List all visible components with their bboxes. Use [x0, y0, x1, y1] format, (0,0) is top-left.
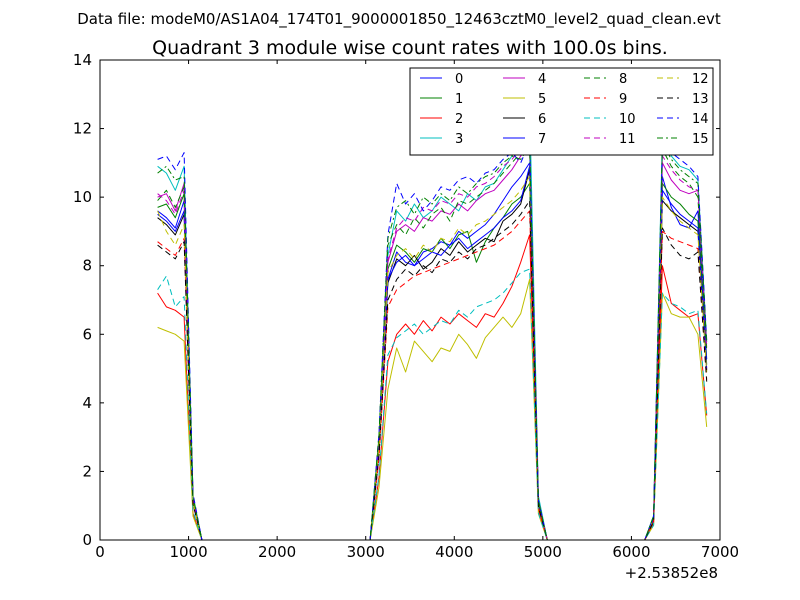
x-tick-label: 6000	[612, 543, 650, 561]
legend-label-15: 15	[692, 132, 709, 147]
series-line-14	[157, 141, 708, 541]
legend-label-13: 13	[692, 92, 709, 107]
series-line-7	[157, 165, 708, 541]
series-line-15	[157, 141, 708, 541]
legend-label-10: 10	[619, 112, 636, 127]
y-tick-label: 6	[82, 325, 92, 343]
legend-label-1: 1	[455, 92, 463, 107]
legend-label-7: 7	[538, 132, 546, 147]
legend-label-4: 4	[538, 72, 546, 87]
chart-title: Quadrant 3 module wise count rates with …	[152, 37, 668, 59]
series-line-2	[157, 234, 708, 541]
series-line-13	[157, 200, 708, 541]
legend-label-3: 3	[455, 132, 463, 147]
series-line-12	[157, 176, 708, 541]
legend-label-2: 2	[455, 112, 463, 127]
legend-label-5: 5	[538, 92, 546, 107]
y-tick-label: 4	[82, 394, 92, 412]
data-file-caption: Data file: modeM0/AS1A04_174T01_90000018…	[77, 10, 721, 29]
x-tick-label: 1000	[169, 543, 207, 561]
legend-label-8: 8	[619, 72, 627, 87]
x-tick-label: 2000	[258, 543, 296, 561]
legend-label-0: 0	[455, 72, 463, 87]
x-tick-label: 5000	[524, 543, 562, 561]
x-tick-label: 4000	[435, 543, 473, 561]
series-line-8	[157, 141, 708, 541]
series-line-9	[157, 210, 708, 541]
plot-lines	[157, 100, 708, 541]
legend-label-9: 9	[619, 92, 627, 107]
x-tick-label: 7000	[701, 543, 739, 561]
y-tick-label: 0	[82, 531, 92, 549]
legend-frame	[409, 67, 714, 156]
legend-label-12: 12	[692, 72, 709, 87]
series-line-3	[157, 100, 708, 541]
y-tick-label: 14	[73, 51, 92, 69]
series-line-11	[157, 145, 708, 541]
legend-label-14: 14	[692, 112, 709, 127]
plot-frame	[99, 59, 721, 541]
y-tick-label: 2	[82, 462, 92, 480]
series-line-5	[157, 278, 708, 541]
legend-label-6: 6	[538, 112, 546, 127]
x-tick-label: 3000	[347, 543, 385, 561]
series-line-0	[157, 162, 708, 541]
y-tick-label: 12	[73, 120, 92, 138]
x-tick-label: 0	[95, 543, 105, 561]
y-tick-label: 10	[73, 188, 92, 206]
legend-label-11: 11	[619, 132, 636, 147]
y-tick-label: 8	[82, 257, 92, 275]
series-line-6	[157, 169, 708, 541]
series-line-10	[157, 268, 708, 541]
x-axis: 0 1000 2000 3000 4000 5000 6000 7000	[95, 60, 739, 561]
series-line-4	[157, 145, 708, 541]
x-offset-label: +2.53852e8	[625, 564, 718, 582]
